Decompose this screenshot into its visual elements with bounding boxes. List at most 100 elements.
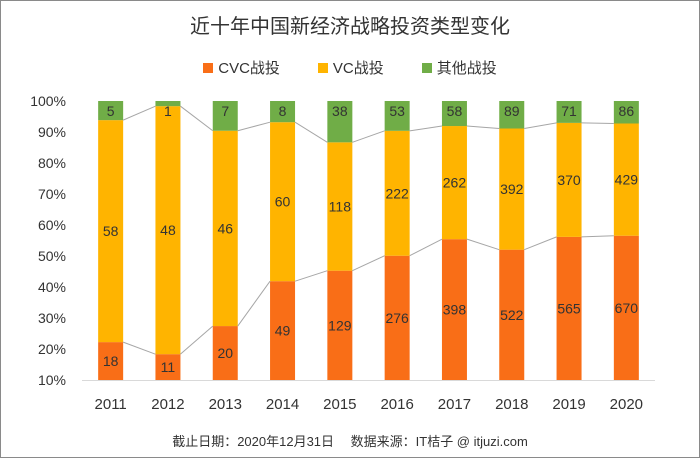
- legend-label-cvc: CVC战投: [218, 60, 280, 77]
- data-label: 565: [557, 300, 581, 316]
- data-label: 18: [103, 353, 119, 369]
- data-label: 522: [500, 307, 524, 323]
- bar-segment: [556, 122, 582, 237]
- x-tick-label: 2013: [209, 396, 242, 413]
- bar-segment: [556, 101, 582, 123]
- legend-label-other: 其他战投: [436, 60, 497, 77]
- data-label: 1: [164, 103, 172, 119]
- series-line: [409, 238, 443, 257]
- data-label: 276: [385, 310, 409, 326]
- bar-segment: [441, 239, 467, 380]
- series-line: [180, 325, 214, 355]
- data-label: 86: [619, 103, 635, 119]
- y-tick-label: 30%: [38, 310, 66, 326]
- series-line: [524, 122, 557, 130]
- x-tick-label: 2016: [380, 396, 413, 413]
- data-label: 48: [160, 222, 176, 238]
- bar-segment: [613, 101, 639, 124]
- bar-segment: [98, 101, 124, 121]
- data-label: 60: [275, 194, 291, 210]
- data-label: 398: [443, 302, 467, 318]
- data-label: 46: [217, 220, 233, 236]
- bar-segment: [499, 128, 525, 250]
- data-label: 429: [615, 172, 639, 188]
- data-label: 7: [221, 103, 229, 119]
- bar-segment: [212, 130, 238, 327]
- data-label: 53: [389, 103, 405, 119]
- bar-segment: [441, 101, 467, 127]
- y-tick-label: 70%: [38, 186, 66, 202]
- x-tick-label: 2020: [610, 396, 643, 413]
- bar-segment: [155, 101, 181, 107]
- y-tick-label: 60%: [38, 217, 66, 233]
- bar-segment: [155, 354, 181, 380]
- legend-label-vc: VC战投: [332, 60, 384, 77]
- bar-segment: [613, 123, 639, 236]
- data-label: 222: [385, 185, 409, 201]
- bar-segment: [556, 236, 582, 380]
- series-line: [352, 130, 385, 143]
- y-tick-label: 20%: [38, 341, 66, 357]
- legend-swatch-cvc: [203, 62, 214, 73]
- series-line: [122, 341, 156, 355]
- bar-segment: [327, 270, 353, 380]
- data-label: 11: [161, 359, 176, 375]
- data-label: 118: [329, 199, 352, 215]
- bar-segment: [384, 101, 410, 131]
- series-line: [122, 105, 156, 121]
- series-line: [294, 270, 328, 282]
- x-tick-label: 2011: [95, 396, 127, 413]
- legend: CVC战投 VC战投 其他战投: [0, 57, 700, 78]
- footer-source: 截止日期：2020年12月31日 数据来源：IT桔子 @ itjuzi.com: [172, 434, 528, 449]
- data-label: 392: [500, 181, 524, 197]
- series-line: [581, 235, 614, 238]
- data-label: 71: [561, 103, 577, 119]
- y-tick-label: 100%: [30, 93, 66, 109]
- data-label: 38: [332, 103, 348, 119]
- bar-segment: [441, 126, 467, 240]
- data-label: 89: [504, 103, 520, 119]
- series-line: [581, 122, 614, 124]
- data-label: 370: [557, 172, 581, 188]
- x-tick-label: 2012: [151, 396, 184, 413]
- series-line: [237, 121, 271, 132]
- data-label: 262: [443, 175, 467, 191]
- data-label: 20: [217, 345, 233, 361]
- bar-segment: [384, 255, 410, 380]
- bar-segment: [270, 122, 296, 282]
- series-line: [180, 105, 214, 132]
- bar-segment: [499, 249, 525, 380]
- y-tick-label: 50%: [38, 248, 66, 264]
- legend-swatch-vc: [317, 62, 328, 73]
- bar-segment: [98, 342, 124, 380]
- data-label: 58: [447, 103, 463, 119]
- series-line: [294, 121, 328, 143]
- x-tick-label: 2018: [495, 396, 528, 413]
- bar-segment: [212, 326, 238, 380]
- series-line: [237, 280, 271, 327]
- data-label: 5: [107, 103, 115, 119]
- legend-item-vc: VC战投: [317, 57, 384, 78]
- legend-item-other: 其他战投: [421, 57, 497, 78]
- data-label: 58: [103, 223, 119, 239]
- bar-segment: [270, 281, 296, 380]
- series-line: [352, 255, 385, 272]
- series-line: [466, 238, 500, 251]
- bar-segment: [155, 106, 181, 355]
- data-label: 49: [275, 323, 291, 339]
- bar-segment: [270, 101, 296, 123]
- legend-swatch-other: [421, 62, 432, 73]
- data-label: 129: [328, 317, 352, 333]
- series-line: [466, 125, 500, 130]
- bar-segment: [98, 120, 124, 343]
- x-tick-label: 2015: [323, 396, 356, 413]
- chart-title: 近十年中国新经济战略投资类型变化: [190, 14, 510, 38]
- series-line: [524, 236, 557, 251]
- legend-item-cvc: CVC战投: [203, 57, 280, 78]
- bar-segment: [613, 235, 639, 380]
- bar-segment: [212, 101, 238, 131]
- bar-segment: [327, 142, 353, 271]
- y-tick-label: 80%: [38, 155, 66, 171]
- y-tick-label: 40%: [38, 279, 66, 295]
